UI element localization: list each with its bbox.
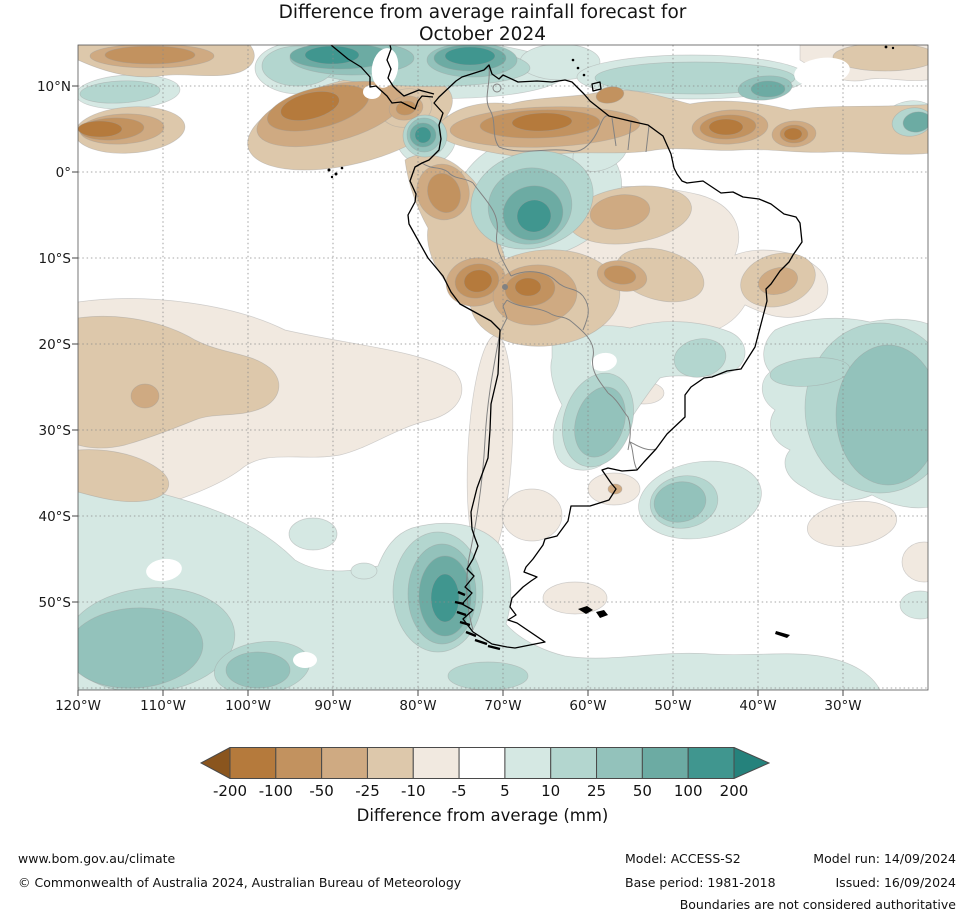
colorbar-tick: 50 <box>632 782 652 800</box>
colorbar-tick: 25 <box>586 782 607 800</box>
colorbar-tick: -100 <box>258 782 293 800</box>
lon-tick-50w: 50°W <box>654 698 692 714</box>
colorbar-tick: 10 <box>541 782 561 800</box>
footer-disclaimer: Boundaries are not considered authoritat… <box>679 897 956 912</box>
colorbar <box>200 747 770 779</box>
colorbar-arrow-right <box>733 747 770 779</box>
lon-tick-80w: 80°W <box>399 698 437 714</box>
lon-tick-110w: 110°W <box>140 698 186 714</box>
chart-title-line1: Difference from average rainfall forecas… <box>278 2 687 23</box>
lon-tick-60w: 60°W <box>569 698 607 714</box>
colorbar-tick: 5 <box>500 782 510 800</box>
map-canvas <box>72 44 929 696</box>
footer-copyright: © Commonwealth of Australia 2024, Austra… <box>18 875 462 890</box>
south-america-coastline <box>330 45 803 651</box>
colorbar-tick: -25 <box>355 782 380 800</box>
lon-tick-100w: 100°W <box>225 698 271 714</box>
footer-base-period: Base period: 1981-2018 <box>625 875 776 890</box>
axes-frame <box>72 44 929 696</box>
colorbar-tick: -5 <box>451 782 467 800</box>
contour-fill-layers <box>78 45 928 690</box>
islands <box>327 45 895 638</box>
lat-tick-10n: 10°N <box>36 79 71 95</box>
lat-tick-30s: 30°S <box>38 423 72 439</box>
lon-tick-90w: 90°W <box>314 698 352 714</box>
lon-tick-40w: 40°W <box>739 698 777 714</box>
country-borders <box>421 65 657 631</box>
colorbar-tick: -10 <box>401 782 426 800</box>
colorbar-tick: -200 <box>212 782 248 800</box>
colorbar-title: Difference from average (mm) <box>356 806 609 825</box>
footer-website[interactable]: www.bom.gov.au/climate <box>18 851 176 866</box>
lat-tick-0: 0° <box>55 165 71 181</box>
colorbar-tick: 200 <box>719 782 749 800</box>
footer-issued: Issued: 16/09/2024 <box>835 875 957 890</box>
lon-tick-120w: 120°W <box>55 698 101 714</box>
lat-tick-40s: 40°S <box>38 509 72 525</box>
lat-tick-10s: 10°S <box>38 251 72 267</box>
colorbar-tick: 100 <box>673 782 703 800</box>
graticule-gridlines <box>78 45 928 690</box>
colorbar-tick: -50 <box>309 782 334 800</box>
lat-tick-50s: 50°S <box>38 595 72 611</box>
colorbar-arrow-left <box>200 747 231 779</box>
chart-title-line2: October 2024 <box>419 24 546 45</box>
lon-tick-70w: 70°W <box>484 698 522 714</box>
chart-title: Difference from average rainfall forecas… <box>0 2 965 46</box>
footer-model-run: Model run: 14/09/2024 <box>813 851 956 866</box>
footer-model: Model: ACCESS-S2 <box>625 851 741 866</box>
lon-tick-30w: 30°W <box>824 698 862 714</box>
lat-tick-20s: 20°S <box>38 337 72 353</box>
